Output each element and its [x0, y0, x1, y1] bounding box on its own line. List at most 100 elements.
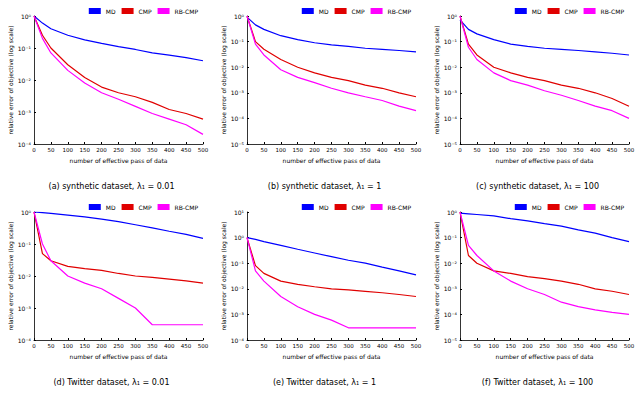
svg-text:400: 400: [164, 147, 175, 153]
svg-text:450: 450: [181, 147, 192, 153]
svg-text:10⁰: 10⁰: [234, 13, 245, 20]
svg-text:CMP: CMP: [352, 8, 365, 15]
svg-text:10⁻²: 10⁻²: [444, 64, 458, 71]
svg-text:250: 250: [539, 343, 550, 349]
svg-text:10⁻³: 10⁻³: [231, 89, 245, 96]
svg-text:0: 0: [245, 343, 249, 349]
svg-text:200: 200: [96, 343, 107, 349]
svg-text:relative error of objective (l: relative error of objective (log scale): [7, 25, 15, 134]
svg-text:relative error of objective (l: relative error of objective (log scale): [220, 25, 228, 134]
svg-text:350: 350: [147, 343, 158, 349]
svg-text:450: 450: [394, 343, 405, 349]
svg-text:10⁻⁴: 10⁻⁴: [18, 141, 32, 148]
svg-text:(f) Twitter dataset, λ₁ = 100: (f) Twitter dataset, λ₁ = 100: [482, 378, 593, 387]
svg-text:RB-CMP: RB-CMP: [601, 8, 625, 15]
svg-text:10⁻⁴: 10⁻⁴: [444, 115, 458, 122]
svg-text:number of effective pass of da: number of effective pass of data: [496, 157, 594, 165]
svg-text:500: 500: [624, 343, 635, 349]
svg-text:100: 100: [276, 147, 287, 153]
svg-text:number of effective pass of da: number of effective pass of data: [283, 157, 381, 165]
svg-text:500: 500: [198, 343, 209, 349]
svg-text:250: 250: [113, 147, 124, 153]
svg-text:(e) Twitter dataset, λ₁ = 1: (e) Twitter dataset, λ₁ = 1: [273, 378, 376, 387]
svg-text:0: 0: [458, 343, 462, 349]
svg-text:250: 250: [326, 147, 337, 153]
svg-text:relative error of objective (l: relative error of objective (log scale): [433, 221, 441, 330]
svg-text:10⁻⁴: 10⁻⁴: [444, 311, 458, 318]
svg-text:(d) Twitter dataset, λ₁ = 0.01: (d) Twitter dataset, λ₁ = 0.01: [53, 378, 169, 387]
svg-text:150: 150: [79, 343, 90, 349]
svg-text:(b) synthetic dataset, λ₁ = 1: (b) synthetic dataset, λ₁ = 1: [268, 182, 381, 191]
svg-text:400: 400: [377, 343, 388, 349]
svg-text:150: 150: [292, 147, 303, 153]
svg-text:MD: MD: [532, 204, 542, 211]
svg-text:10⁻⁵: 10⁻⁵: [444, 141, 458, 148]
svg-text:500: 500: [624, 147, 635, 153]
svg-text:10⁰: 10⁰: [234, 234, 245, 241]
svg-text:300: 300: [343, 147, 354, 153]
svg-text:200: 200: [309, 343, 320, 349]
svg-text:10⁻²: 10⁻²: [18, 77, 32, 84]
svg-text:RB-CMP: RB-CMP: [601, 204, 625, 211]
svg-text:300: 300: [343, 343, 354, 349]
svg-text:10⁻¹: 10⁻¹: [18, 241, 32, 248]
svg-text:(a) synthetic dataset, λ₁ = 0.: (a) synthetic dataset, λ₁ = 0.01: [49, 182, 175, 191]
svg-text:150: 150: [505, 147, 516, 153]
svg-text:350: 350: [360, 343, 371, 349]
svg-text:10⁻¹: 10⁻¹: [444, 234, 458, 241]
svg-text:MD: MD: [106, 8, 116, 15]
svg-text:100: 100: [63, 343, 74, 349]
svg-text:10⁻¹: 10⁻¹: [18, 45, 32, 52]
svg-text:50: 50: [260, 343, 267, 349]
svg-text:10⁻²: 10⁻²: [18, 273, 32, 280]
svg-text:10⁻³: 10⁻³: [444, 89, 458, 96]
svg-text:relative error of objective (l: relative error of objective (log scale): [433, 25, 441, 134]
svg-text:300: 300: [556, 343, 567, 349]
svg-text:RB-CMP: RB-CMP: [388, 204, 412, 211]
svg-text:100: 100: [63, 147, 74, 153]
svg-text:RB-CMP: RB-CMP: [175, 204, 199, 211]
svg-text:450: 450: [607, 343, 618, 349]
svg-text:400: 400: [164, 343, 175, 349]
svg-text:10¹: 10¹: [234, 209, 245, 216]
svg-text:CMP: CMP: [565, 8, 578, 15]
svg-text:300: 300: [130, 147, 141, 153]
svg-text:350: 350: [573, 147, 584, 153]
svg-text:400: 400: [590, 343, 601, 349]
svg-text:250: 250: [326, 343, 337, 349]
svg-text:10⁻¹: 10⁻¹: [231, 260, 245, 267]
svg-text:450: 450: [394, 147, 405, 153]
svg-text:10⁻⁴: 10⁻⁴: [231, 115, 245, 122]
svg-text:150: 150: [292, 343, 303, 349]
svg-text:500: 500: [411, 147, 422, 153]
svg-text:200: 200: [522, 343, 533, 349]
svg-text:number of effective pass of da: number of effective pass of data: [70, 157, 168, 165]
svg-text:10⁰: 10⁰: [21, 209, 32, 216]
svg-text:10⁻²: 10⁻²: [231, 285, 245, 292]
svg-text:150: 150: [79, 147, 90, 153]
svg-text:10⁰: 10⁰: [21, 13, 32, 20]
svg-text:500: 500: [411, 343, 422, 349]
svg-text:350: 350: [147, 147, 158, 153]
svg-text:400: 400: [377, 147, 388, 153]
svg-text:0: 0: [458, 147, 462, 153]
svg-text:relative error of objective (l: relative error of objective (log scale): [7, 221, 15, 330]
svg-text:RB-CMP: RB-CMP: [388, 8, 412, 15]
svg-text:50: 50: [473, 147, 480, 153]
svg-text:0: 0: [245, 147, 249, 153]
svg-text:50: 50: [47, 343, 54, 349]
svg-text:MD: MD: [319, 8, 329, 15]
svg-text:0: 0: [32, 147, 36, 153]
svg-text:350: 350: [360, 147, 371, 153]
svg-text:150: 150: [505, 343, 516, 349]
svg-text:350: 350: [573, 343, 584, 349]
svg-text:10⁻⁵: 10⁻⁵: [444, 337, 458, 344]
svg-text:MD: MD: [106, 204, 116, 211]
svg-text:100: 100: [489, 147, 500, 153]
svg-text:CMP: CMP: [352, 204, 365, 211]
svg-text:100: 100: [489, 343, 500, 349]
svg-text:50: 50: [260, 147, 267, 153]
svg-text:400: 400: [590, 147, 601, 153]
svg-text:300: 300: [556, 147, 567, 153]
svg-text:number of effective pass of da: number of effective pass of data: [70, 353, 168, 361]
